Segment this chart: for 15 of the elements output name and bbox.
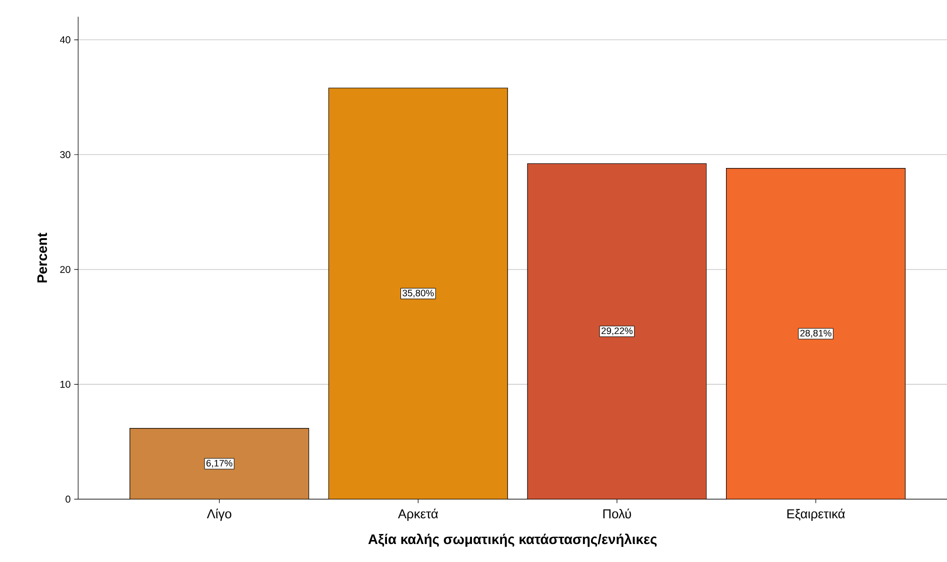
x-axis-title: Αξία καλής σωματικής κατάστασης/ενήλικες (368, 533, 657, 547)
y-tick-label: 20 (60, 266, 70, 273)
y-tick-label: 40 (60, 36, 70, 44)
data-label: 28,81% (800, 330, 832, 338)
x-tick-label: Αρκετά (398, 508, 438, 521)
y-tick-label: 10 (60, 380, 70, 388)
x-tick-label: Εξαιρετικά (787, 508, 845, 521)
y-axis-title: Percent (37, 232, 48, 282)
y-tick-label: 30 (60, 150, 70, 158)
data-label: 35,80% (402, 289, 434, 298)
data-label: 29,22% (602, 327, 633, 336)
x-tick-label: Πολύ (603, 508, 632, 518)
x-tick-label: Λίγο (206, 508, 232, 521)
y-tick-label: 0 (66, 495, 70, 502)
data-label: 6,17% (206, 460, 232, 468)
